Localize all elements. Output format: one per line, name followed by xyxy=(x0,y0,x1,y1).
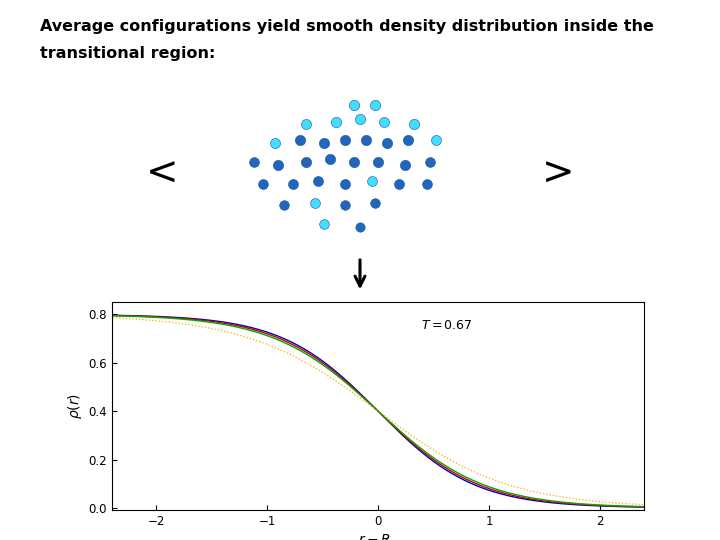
Point xyxy=(366,177,378,185)
Point xyxy=(339,201,351,210)
Point xyxy=(324,155,336,164)
Point xyxy=(309,198,320,207)
Point xyxy=(369,198,381,207)
Point xyxy=(330,117,341,126)
X-axis label: $r - R_c$: $r - R_c$ xyxy=(358,532,398,540)
Point xyxy=(288,179,300,188)
Point xyxy=(339,179,351,188)
Text: Average configurations yield smooth density distribution inside the: Average configurations yield smooth dens… xyxy=(40,19,654,34)
Text: <: < xyxy=(145,155,179,193)
Point xyxy=(294,136,305,145)
Point xyxy=(360,136,372,145)
Point xyxy=(430,136,441,145)
Y-axis label: $\rho(r)$: $\rho(r)$ xyxy=(66,393,84,420)
Point xyxy=(248,158,260,166)
Point xyxy=(348,158,360,166)
Point xyxy=(354,114,366,123)
Point xyxy=(424,158,436,166)
Point xyxy=(318,139,330,147)
Point xyxy=(394,179,405,188)
Point xyxy=(400,160,411,169)
Point xyxy=(372,158,384,166)
Text: >: > xyxy=(541,155,575,193)
Point xyxy=(348,101,360,110)
Point xyxy=(409,120,420,129)
Point xyxy=(300,120,311,129)
Point xyxy=(300,158,311,166)
Text: transitional region:: transitional region: xyxy=(40,46,215,61)
Point xyxy=(369,101,381,110)
Point xyxy=(318,220,330,228)
Text: $T = 0.67$: $T = 0.67$ xyxy=(420,320,472,333)
Point xyxy=(420,179,432,188)
Point xyxy=(354,222,366,231)
Point xyxy=(269,139,281,147)
Point xyxy=(273,160,284,169)
Point xyxy=(382,139,393,147)
Point xyxy=(379,117,390,126)
Point xyxy=(402,136,414,145)
Point xyxy=(312,177,323,185)
Point xyxy=(258,179,269,188)
Point xyxy=(279,201,290,210)
Point xyxy=(339,136,351,145)
